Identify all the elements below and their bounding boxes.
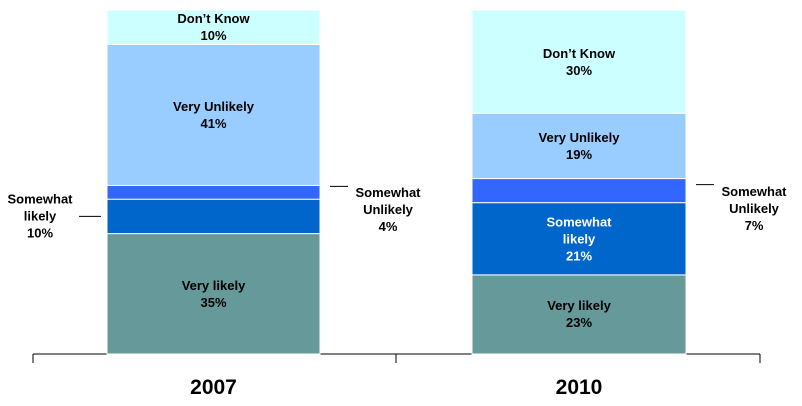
bar-segment xyxy=(106,9,321,45)
segment-label: Somewhat likely 21% xyxy=(509,213,649,264)
segment-name: Somewhat likely xyxy=(546,214,612,247)
data-label: 19% xyxy=(565,146,593,162)
bar-segment xyxy=(471,9,687,114)
bar-segment xyxy=(471,178,687,204)
segment-name: Somewhat Unlikely xyxy=(355,185,421,218)
x-tick-label: 2010 xyxy=(555,376,603,399)
segment-name: Somewhat likely xyxy=(7,191,73,224)
segment-label: Don’t Know 30% xyxy=(509,45,649,79)
bar-segment xyxy=(471,112,687,180)
data-label: 35% xyxy=(200,294,227,310)
x-tick-label: 2007 xyxy=(190,376,237,399)
bar-segment xyxy=(471,274,687,355)
data-label: 41% xyxy=(200,115,227,131)
segment-label: Somewhat Unlikely 7% xyxy=(712,183,796,234)
bar-segment xyxy=(471,202,687,276)
data-label: 7% xyxy=(744,217,764,233)
segment-label: Somewhat likely 10% xyxy=(2,191,78,242)
segment-label: Very likely 23% xyxy=(509,297,649,331)
data-label: 23% xyxy=(565,315,593,331)
data-label: 4% xyxy=(378,219,398,235)
bar-segment xyxy=(106,198,321,235)
data-label: 30% xyxy=(565,62,593,78)
segment-name: Don’t Know xyxy=(177,11,250,27)
segment-name: Very Unlikely xyxy=(538,129,620,145)
bar-segment xyxy=(106,43,321,186)
data-label: 21% xyxy=(565,248,593,264)
data-label: 10% xyxy=(200,28,227,44)
data-label: 10% xyxy=(26,225,54,241)
segment-name: Very likely xyxy=(547,298,611,314)
bar-segment xyxy=(106,233,321,355)
segment-label: Very Unlikely 41% xyxy=(144,98,284,132)
segment-label: Very Unlikely 19% xyxy=(509,129,649,163)
segment-name: Don’t Know xyxy=(542,45,616,61)
segment-label: Somewhat Unlikely 4% xyxy=(346,184,430,235)
segment-name: Very likely xyxy=(181,277,246,293)
segment-name: Very Unlikely xyxy=(173,98,254,114)
segment-label: Very likely 35% xyxy=(144,277,284,311)
bar-segment xyxy=(106,184,321,200)
segment-name: Somewhat Unlikely xyxy=(721,183,787,216)
segment-label: Don’t Know 10% xyxy=(144,10,284,44)
